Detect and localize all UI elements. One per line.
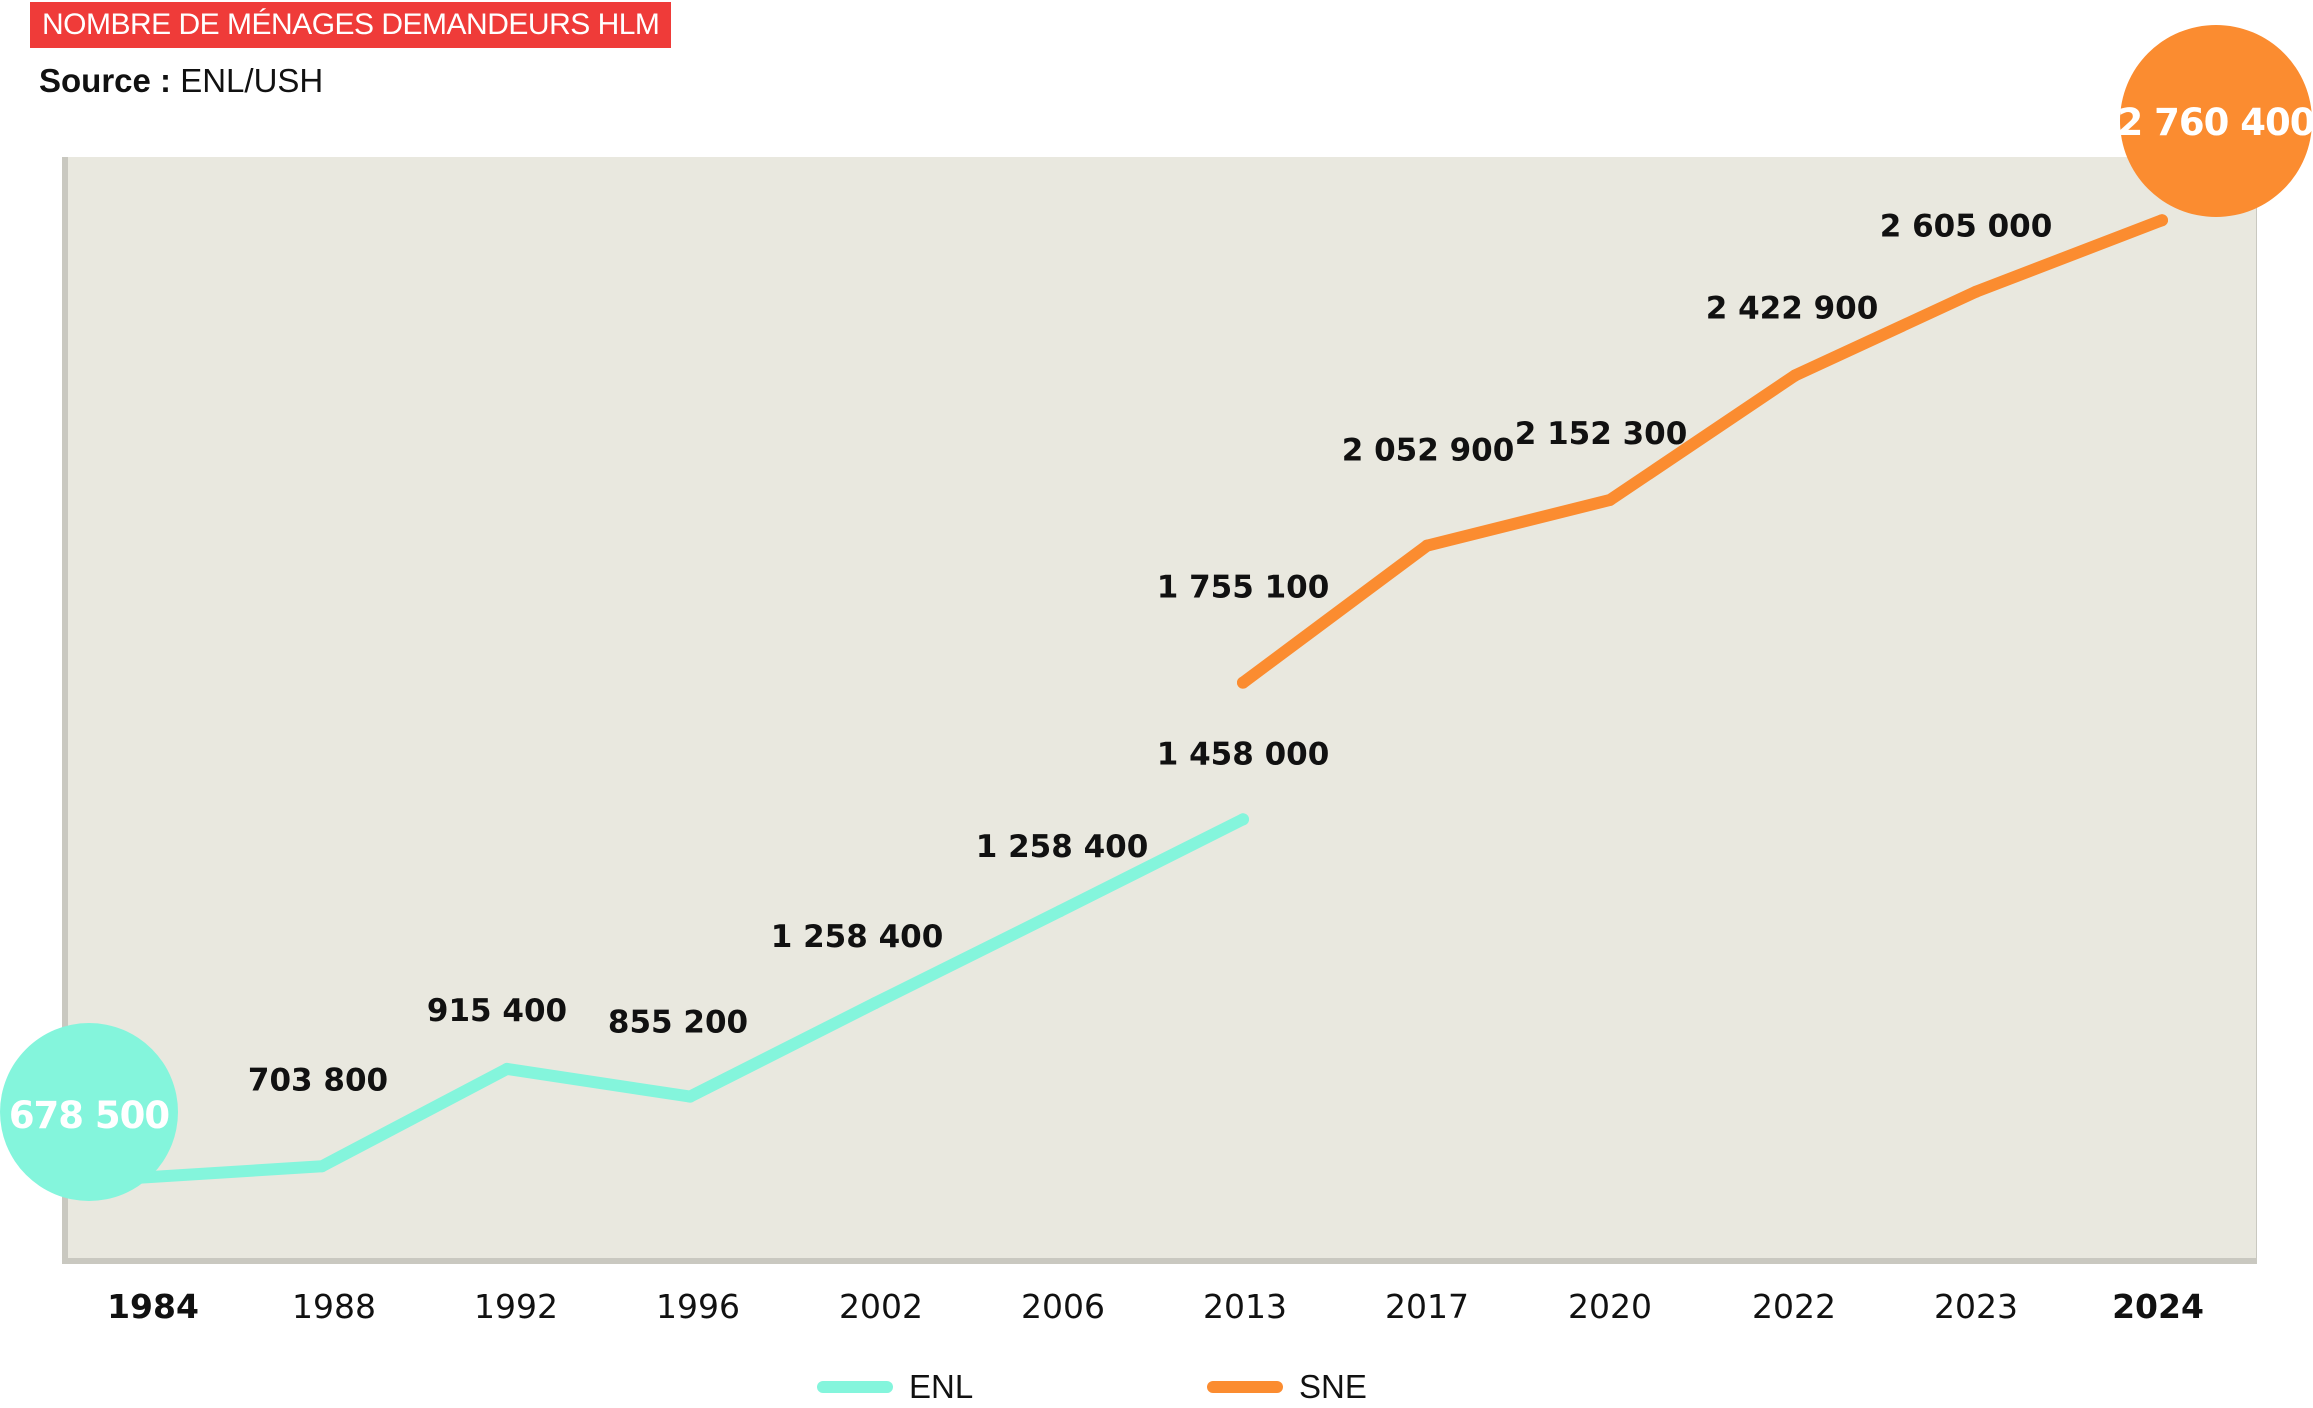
data-point-sne-2022 bbox=[1789, 369, 1801, 382]
source-label: Source : bbox=[39, 62, 172, 99]
source-line: Source : ENL/USH bbox=[39, 62, 323, 100]
x-tick-2024: 2024 bbox=[2112, 1287, 2204, 1326]
x-tick-1988: 1988 bbox=[292, 1287, 376, 1326]
data-point-enl-1996 bbox=[684, 1090, 696, 1103]
data-point-sne-2020 bbox=[1604, 493, 1616, 506]
data-point-sne-2024 bbox=[2156, 214, 2168, 227]
data-label-sne-2013: 1 755 100 bbox=[1157, 570, 1330, 606]
highlight-bubble-sne-2024 bbox=[2120, 25, 2312, 217]
data-label-enl-1988: 703 800 bbox=[248, 1062, 388, 1098]
plot-area bbox=[68, 157, 2256, 1258]
data-label-enl-1996: 855 200 bbox=[608, 1005, 748, 1041]
data-point-enl-1988 bbox=[316, 1160, 328, 1173]
data-point-enl-2006 bbox=[1054, 905, 1066, 918]
chart-title: NOMBRE DE MÉNAGES DEMANDEURS HLM bbox=[42, 8, 660, 41]
x-tick-2006: 2006 bbox=[1021, 1287, 1105, 1326]
legend-label-sne: SNE bbox=[1299, 1368, 1367, 1405]
data-label-enl-2013: 1 458 000 bbox=[1157, 736, 1330, 772]
chart-legend: ENL SNE bbox=[0, 1368, 2313, 1408]
data-point-sne-2023 bbox=[1970, 285, 1982, 298]
legend-label-enl: ENL bbox=[909, 1368, 974, 1405]
data-point-sne-2013 bbox=[1237, 676, 1249, 689]
highlight-bubble-enl-1984 bbox=[0, 1023, 178, 1201]
x-tick-2020: 2020 bbox=[1568, 1287, 1652, 1326]
legend-swatch-sne bbox=[1207, 1381, 1283, 1393]
data-label-sne-2017: 2 052 900 bbox=[1342, 433, 1515, 469]
data-point-enl-2013 bbox=[1237, 813, 1249, 826]
x-tick-1992: 1992 bbox=[474, 1287, 558, 1326]
data-label-sne-2023: 2 605 000 bbox=[1880, 209, 2053, 245]
x-tick-2023: 2023 bbox=[1934, 1287, 2018, 1326]
data-point-enl-1992 bbox=[501, 1062, 513, 1075]
x-tick-2017: 2017 bbox=[1385, 1287, 1469, 1326]
data-point-sne-2017 bbox=[1421, 539, 1433, 552]
data-label-enl-1992: 915 400 bbox=[427, 993, 567, 1029]
series-line-sne bbox=[1237, 214, 2168, 689]
x-tick-2022: 2022 bbox=[1752, 1287, 1836, 1326]
data-point-enl-2002 bbox=[869, 997, 881, 1010]
x-tick-2002: 2002 bbox=[839, 1287, 923, 1326]
data-label-sne-2020: 2 152 300 bbox=[1515, 416, 1688, 452]
x-tick-1996: 1996 bbox=[656, 1287, 740, 1326]
bubble-label-sne-2024: 2 760 400 bbox=[2118, 101, 2313, 144]
source-value: ENL/USH bbox=[180, 62, 324, 99]
data-label-enl-2006: 1 258 400 bbox=[976, 829, 1149, 865]
x-tick-1984: 1984 bbox=[107, 1287, 199, 1326]
legend-item-enl: ENL bbox=[817, 1368, 973, 1406]
legend-swatch-enl bbox=[817, 1381, 893, 1393]
data-label-enl-2002: 1 258 400 bbox=[771, 919, 944, 955]
x-tick-2013: 2013 bbox=[1203, 1287, 1287, 1326]
chart-title-banner: NOMBRE DE MÉNAGES DEMANDEURS HLM bbox=[30, 2, 672, 48]
bubble-label-enl-1984: 678 500 bbox=[9, 1094, 169, 1137]
data-label-sne-2022: 2 422 900 bbox=[1706, 290, 1879, 326]
legend-item-sne: SNE bbox=[1207, 1368, 1367, 1406]
